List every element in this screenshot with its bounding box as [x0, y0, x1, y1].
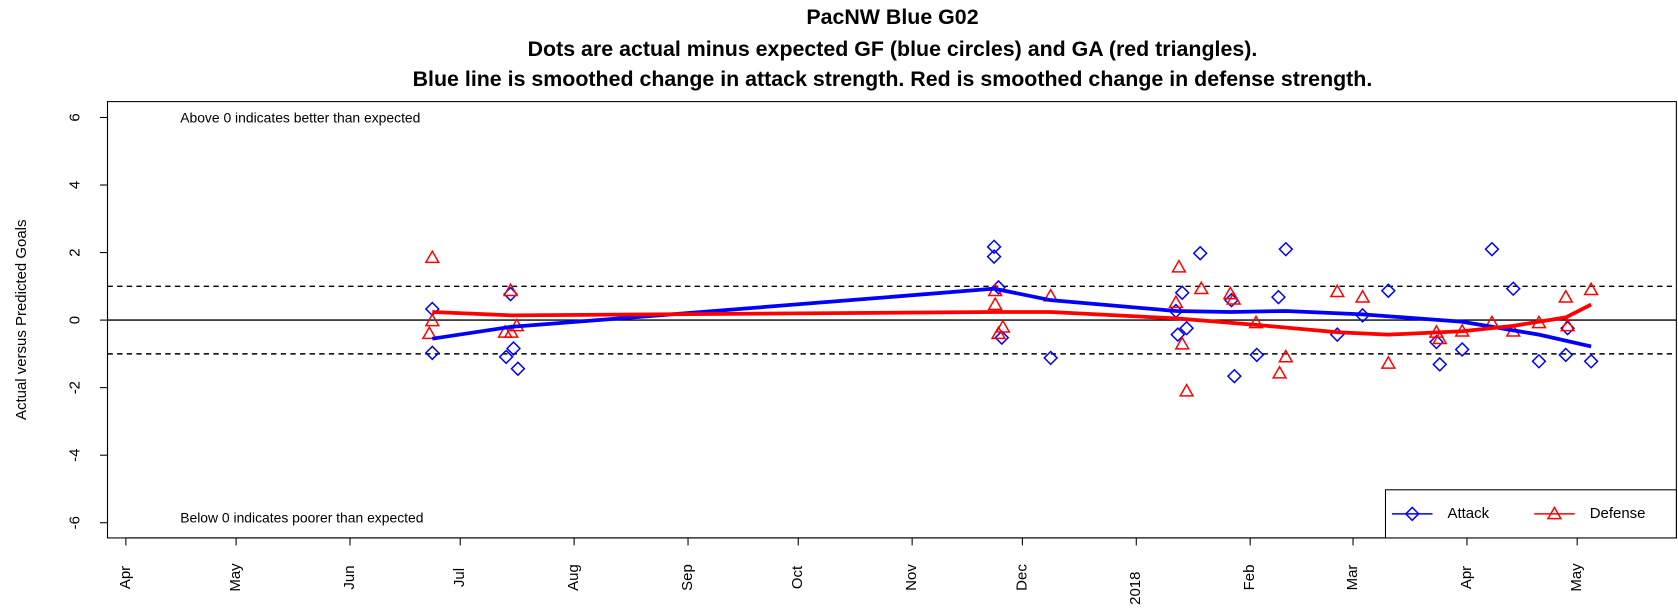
- triangle-point: [424, 312, 441, 327]
- y-tick-label: 0: [66, 316, 83, 324]
- x-tick-label: Oct: [789, 565, 806, 589]
- x-tick-label: Apr: [117, 566, 134, 589]
- diamond-point: [498, 349, 514, 365]
- chart-subtitle: Blue line is smoothed change in attack s…: [413, 67, 1373, 91]
- diamond-point: [503, 286, 519, 302]
- x-tick-label: Aug: [565, 564, 582, 591]
- diamond-point: [510, 361, 526, 377]
- triangle-point: [1225, 291, 1242, 305]
- triangle-point: [1558, 289, 1574, 303]
- chart-title: PacNW Blue G02: [806, 5, 978, 29]
- diamond-point: [1192, 245, 1208, 261]
- triangle-point: [1583, 281, 1599, 296]
- legend-label: Attack: [1448, 505, 1490, 522]
- diamond-point: [1226, 368, 1242, 384]
- x-tick-label: Sep: [679, 564, 696, 591]
- x-tick-label: Jun: [341, 565, 358, 589]
- x-tick-label: May: [227, 563, 244, 592]
- x-tick-label: May: [1568, 563, 1585, 592]
- x-tick-label: Nov: [903, 564, 920, 591]
- diamond-point: [506, 340, 521, 356]
- diamond-point: [994, 330, 1010, 346]
- triangle-point: [1380, 355, 1397, 369]
- triangle-point: [1354, 289, 1371, 303]
- chart-subtitle: Dots are actual minus expected GF (blue …: [528, 37, 1258, 61]
- y-tick-label: -6: [66, 516, 83, 529]
- y-tick-label: 4: [66, 181, 83, 189]
- x-tick-label: Dec: [1013, 564, 1030, 591]
- diamond-point: [424, 345, 440, 361]
- triangle-point: [1178, 383, 1195, 397]
- triangle-point: [995, 319, 1011, 333]
- diamond-point: [1249, 347, 1265, 363]
- triangle-point: [1248, 314, 1264, 329]
- triangle-point: [502, 282, 519, 297]
- x-tick-label: 2018: [1127, 572, 1144, 605]
- y-axis-label: Actual versus Predicted Goals: [13, 220, 30, 421]
- diamond-point: [1278, 241, 1294, 257]
- diamond-point: [1380, 283, 1396, 299]
- legend-marker: [1546, 505, 1563, 520]
- diamond-point: [1428, 334, 1444, 350]
- diamond-point: [1505, 281, 1521, 297]
- diamond-point: [1583, 353, 1599, 369]
- triangle-point: [1271, 365, 1288, 379]
- triangle-point: [1168, 294, 1184, 309]
- triangle-point: [987, 296, 1003, 311]
- triangle-point: [1329, 283, 1345, 298]
- diamond-point: [1270, 289, 1286, 305]
- triangle-point: [503, 324, 519, 338]
- diamond-point: [986, 239, 1002, 255]
- triangle-point: [421, 325, 438, 340]
- legend-marker: [1404, 506, 1420, 522]
- triangle-point: [1432, 330, 1448, 345]
- smooth-line: [432, 302, 1592, 337]
- x-tick-label: Jul: [451, 568, 468, 587]
- diamond-point: [1432, 356, 1448, 372]
- triangle-point: [990, 325, 1007, 340]
- triangle-point: [1559, 317, 1576, 332]
- diamond-point: [1174, 285, 1190, 301]
- diamond-point: [986, 249, 1002, 265]
- y-tick-label: 6: [66, 113, 83, 121]
- annotation: Below 0 indicates poorer than expected: [180, 509, 423, 525]
- triangle-point: [424, 249, 441, 264]
- diamond-point: [1043, 350, 1059, 366]
- diamond-point: [1531, 353, 1547, 369]
- x-tick-label: Apr: [1458, 566, 1475, 589]
- y-tick-label: 2: [66, 248, 83, 256]
- triangle-point: [1171, 259, 1187, 273]
- diamond-point: [1454, 342, 1470, 357]
- y-tick-label: -4: [66, 449, 83, 462]
- annotation: Above 0 indicates better than expected: [180, 109, 420, 125]
- diamond-point: [1179, 320, 1195, 336]
- x-tick-label: Feb: [1241, 565, 1258, 591]
- triangle-point: [1193, 280, 1210, 295]
- diamond-point: [1170, 327, 1186, 343]
- x-tick-label: Mar: [1344, 565, 1361, 591]
- y-tick-label: -2: [66, 381, 83, 394]
- legend-box: [1384, 489, 1677, 539]
- diamond-point: [1558, 347, 1574, 363]
- triangle-point: [1174, 336, 1190, 350]
- smooth-line: [432, 286, 1592, 349]
- diamond-point: [1484, 241, 1500, 257]
- legend-label: Defense: [1590, 505, 1646, 522]
- triangle-point: [1278, 348, 1294, 363]
